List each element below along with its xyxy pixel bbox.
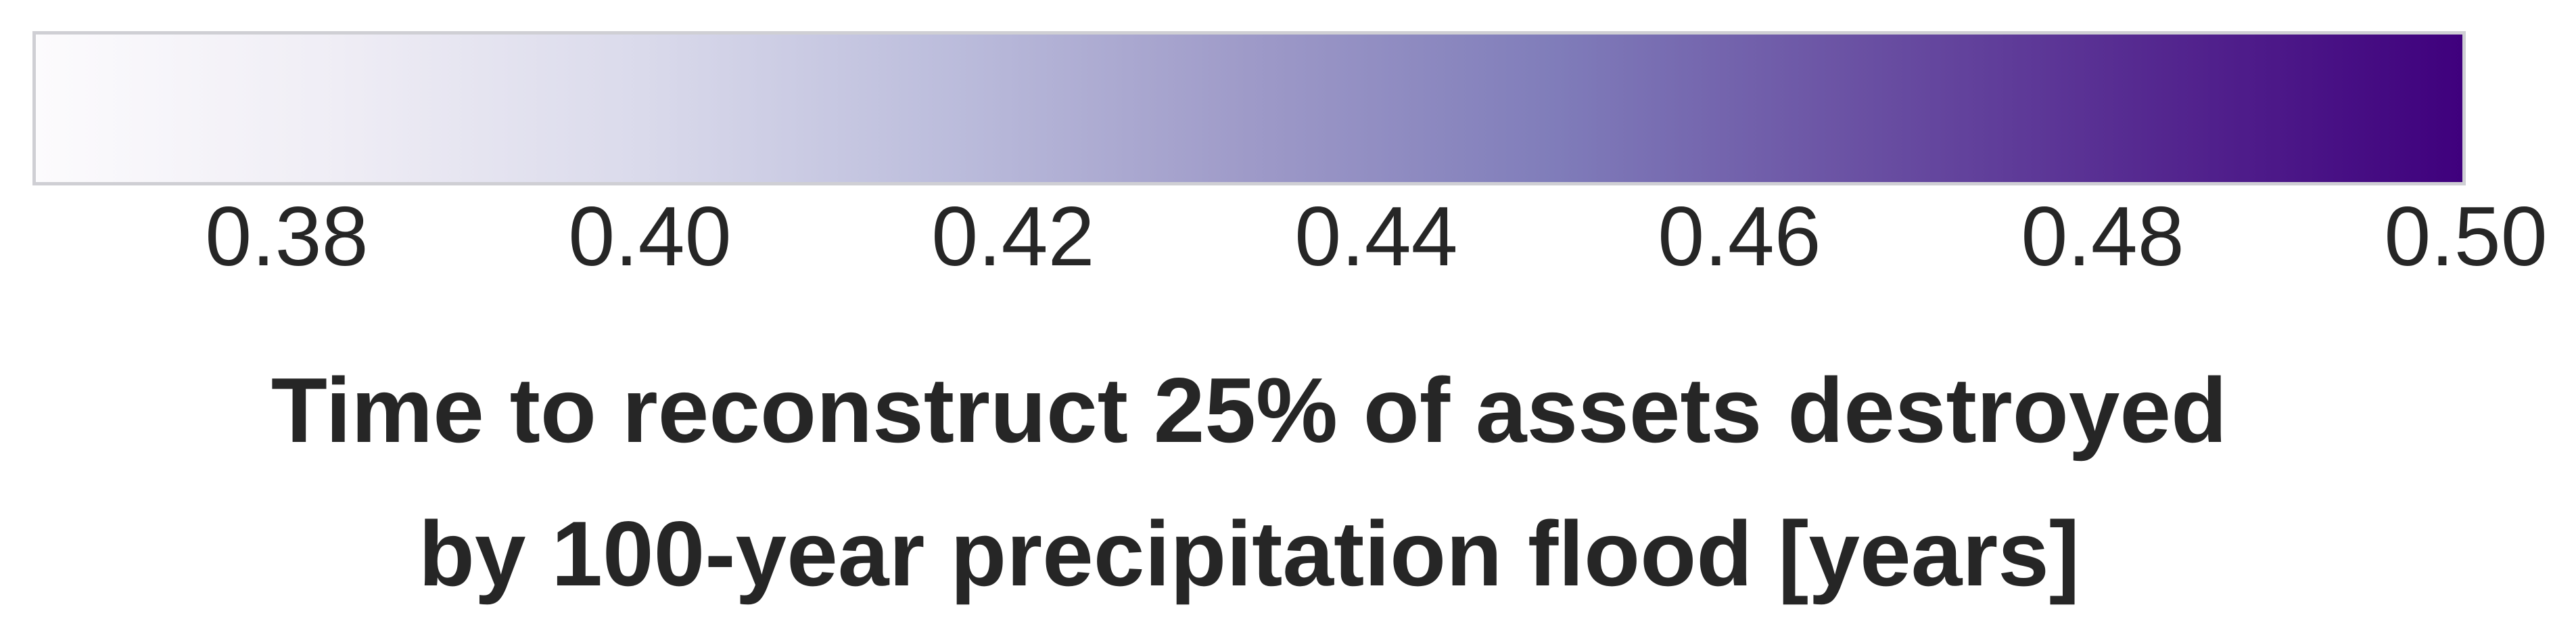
tick-label-0.46: 0.46 — [1658, 190, 1821, 284]
tick-label-0.48: 0.48 — [2021, 190, 2184, 284]
colorbar-axis-label: Time to reconstruct 25% of assets destro… — [32, 338, 2466, 625]
colorbar-tick-labels: 0.38 0.40 0.42 0.44 0.46 0.48 0.50 — [0, 183, 2576, 291]
tick-label-0.44: 0.44 — [1294, 190, 1458, 284]
tick-label-0.40: 0.40 — [568, 190, 732, 284]
tick-label-0.50: 0.50 — [2384, 190, 2548, 284]
tick-label-0.38: 0.38 — [205, 190, 369, 284]
colorbar-gradient — [32, 31, 2466, 185]
axis-label-line-2: by 100-year precipitation flood [years] — [418, 502, 2080, 605]
tick-label-0.42: 0.42 — [931, 190, 1095, 284]
axis-label-line-1: Time to reconstruct 25% of assets destro… — [271, 359, 2228, 462]
